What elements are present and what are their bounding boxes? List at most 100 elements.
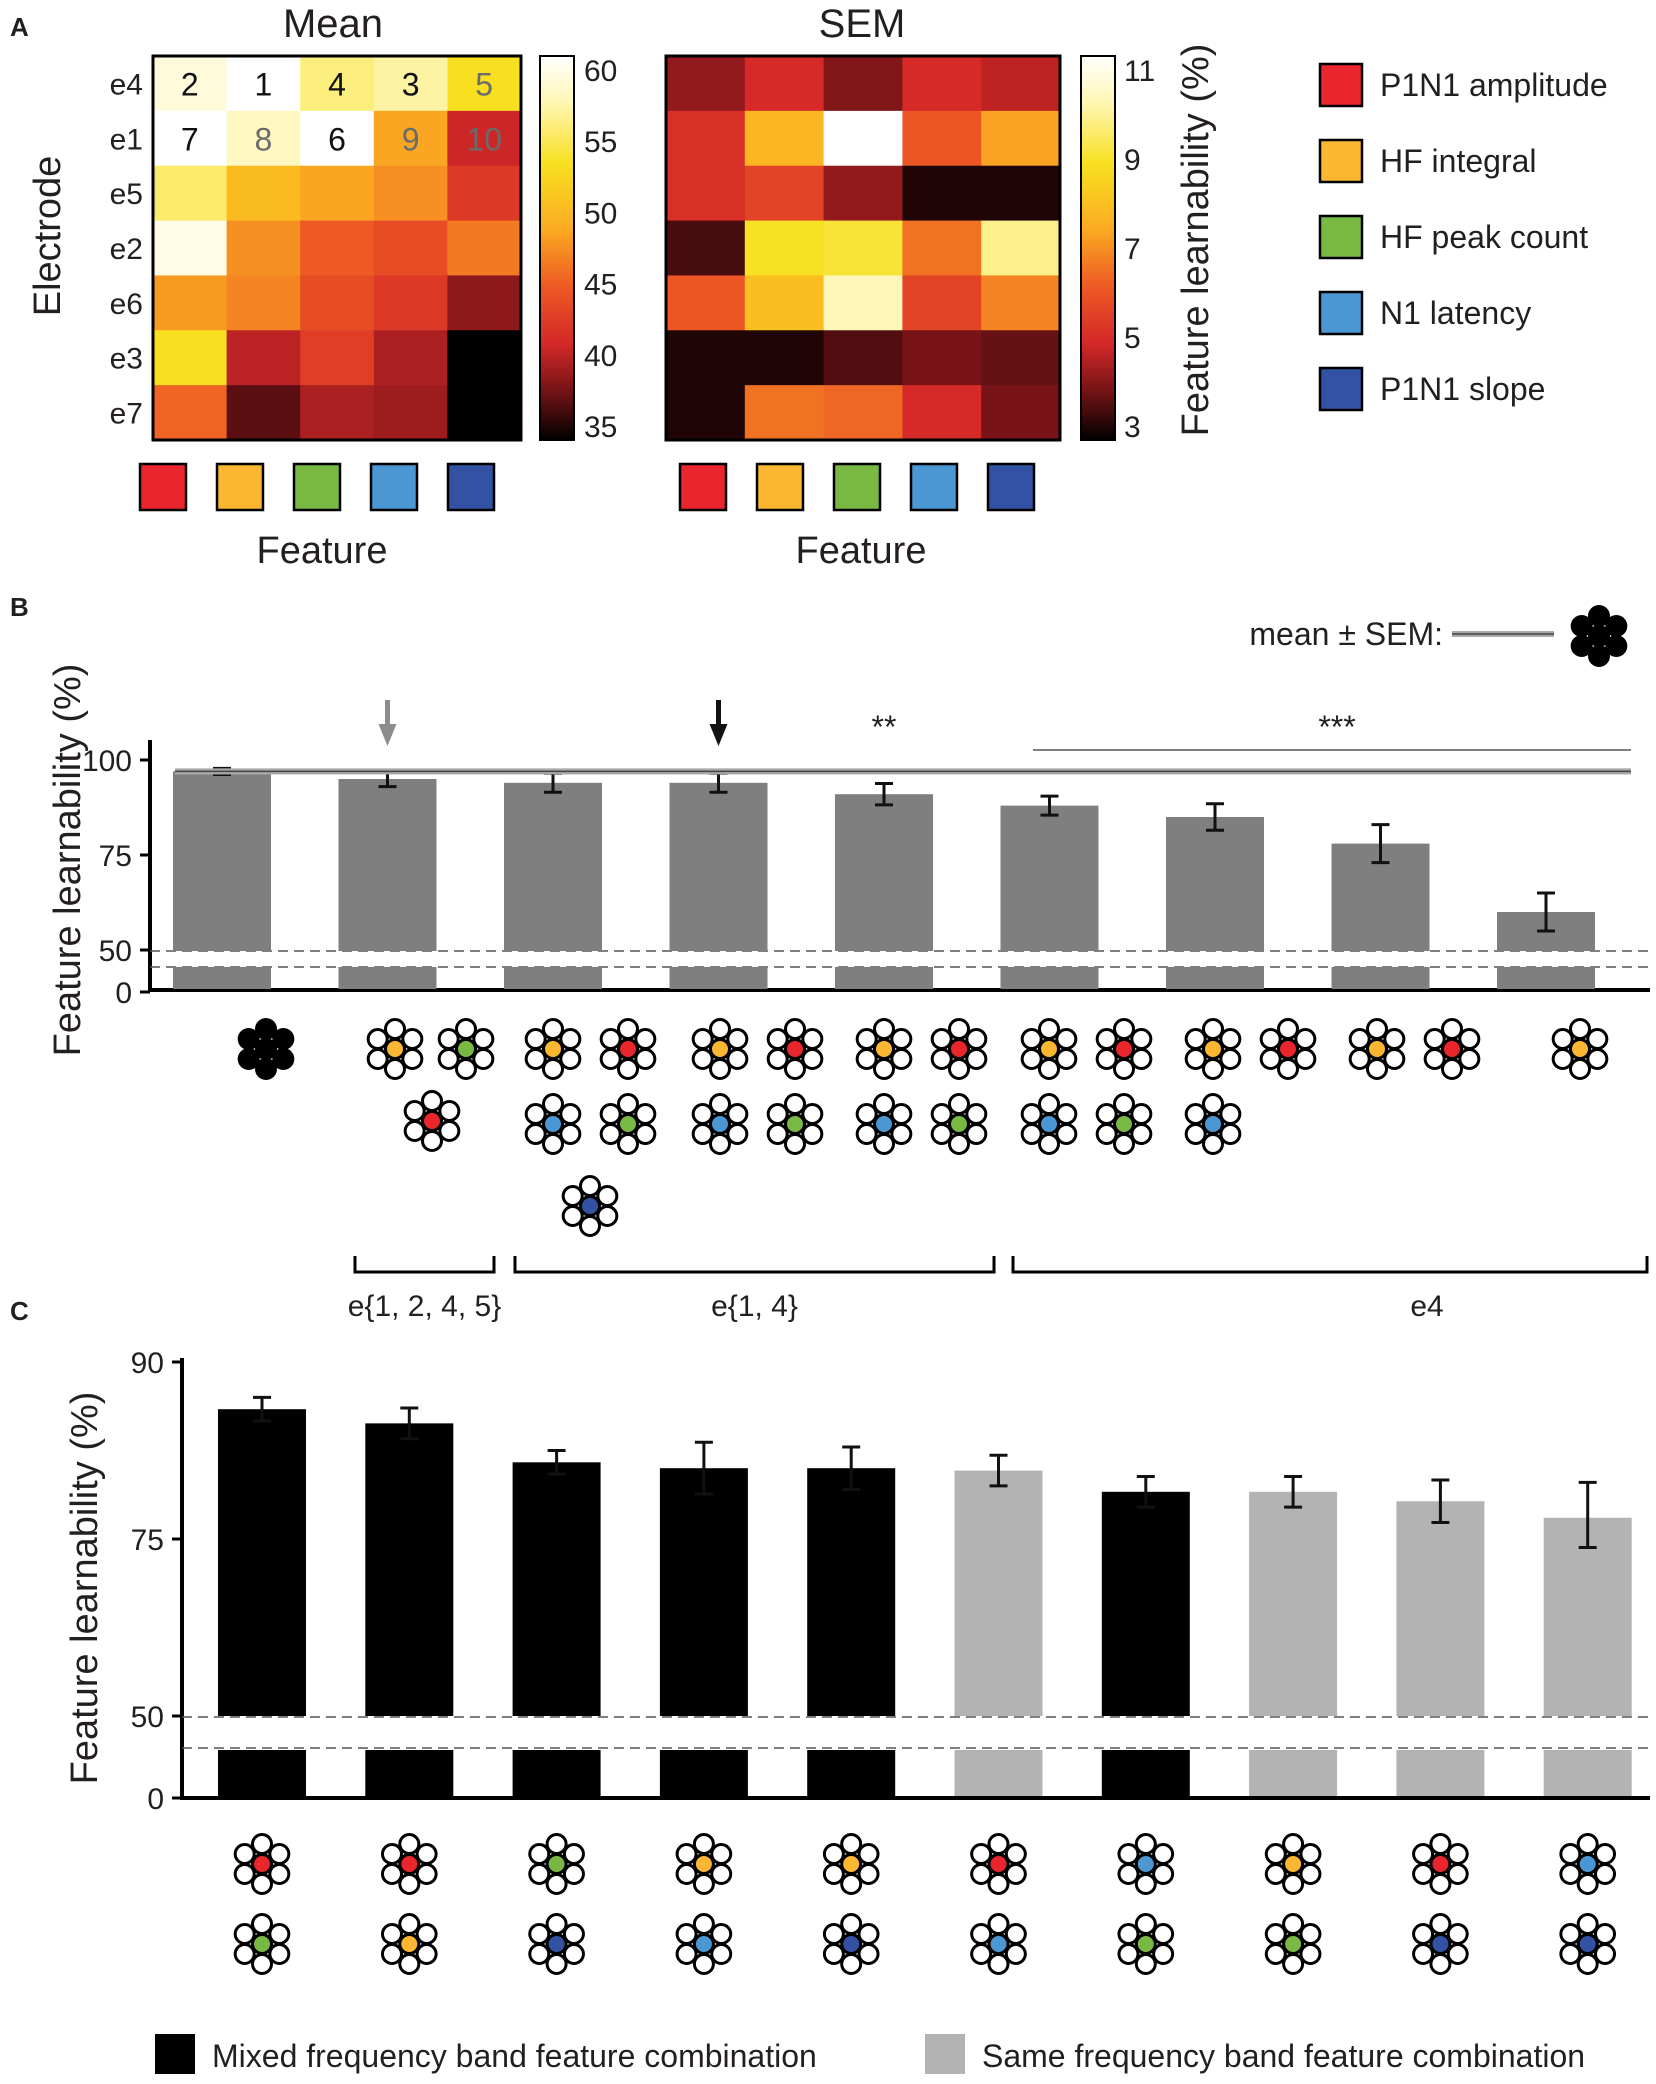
electrode-dot xyxy=(1429,1833,1452,1855)
electrode-dot-filled xyxy=(1113,1113,1135,1135)
electrode-dot xyxy=(965,1123,988,1145)
mean-colorbar-tick: 40 xyxy=(584,340,617,373)
electrode-dot xyxy=(1594,1923,1617,1945)
mean-cell-e3-2 xyxy=(226,330,301,386)
electrode-dot xyxy=(415,1943,438,1965)
electrode-label-e4: e4 xyxy=(110,68,143,101)
electrode-dot-filled xyxy=(1277,1038,1299,1060)
panel-a-label: A xyxy=(10,12,29,42)
panel-c: C Feature learnability (%) 90 75 50 0 Mixed… xyxy=(10,1296,1650,2074)
electrode-dot-filled xyxy=(1429,1853,1452,1875)
electrode-dot xyxy=(675,1943,698,1965)
electrode-dot-filled xyxy=(948,1113,970,1135)
sem-cell-e4-1 xyxy=(666,56,746,112)
rosette-p1n1-amplitude xyxy=(930,1018,988,1080)
bar-b-base-1 xyxy=(338,967,437,989)
electrode-label-e6: e6 xyxy=(110,288,143,321)
electrode-dot xyxy=(1559,1923,1582,1945)
electrode-dot xyxy=(528,1943,551,1965)
rosette-n1-latency xyxy=(524,1093,582,1155)
mean-colorbar-ticks: 60 55 50 45 40 35 xyxy=(584,55,617,444)
mean-cell-e6-3 xyxy=(300,275,375,331)
electrode-dot xyxy=(930,1123,953,1145)
feature-swatch-n1-latency xyxy=(909,462,959,512)
electrode-dot xyxy=(1130,1028,1153,1050)
panel-c-feature-pairs xyxy=(233,1833,1617,1975)
electrode-dot xyxy=(784,1093,806,1115)
rosette-hf-integral xyxy=(675,1833,733,1895)
electrode-dot xyxy=(528,1843,551,1865)
electrode-dot-filled xyxy=(1588,605,1610,627)
panel-b-y-axis-label: Feature learnability (%) xyxy=(47,664,89,1057)
electrode-dot xyxy=(691,1048,714,1070)
panel-b-y-tick-label: 100 xyxy=(82,745,132,778)
electrode-dot xyxy=(1412,1843,1435,1865)
electrode-dot xyxy=(1551,1028,1574,1050)
electrode-dot xyxy=(634,1028,657,1050)
bar-b-3 xyxy=(669,782,768,951)
electrode-dot xyxy=(617,1058,639,1080)
electrode-dot xyxy=(1299,1843,1322,1865)
electrode-dot xyxy=(1446,1843,1469,1865)
bar-b-1 xyxy=(338,779,437,951)
electrode-dot-filled xyxy=(1588,645,1610,667)
electrode-dot xyxy=(1594,1843,1617,1865)
sem-cell-e6-4 xyxy=(902,275,982,331)
panel-b: B Feature learnability (%) mean ± SEM: 1… xyxy=(10,592,1650,1323)
significance-label: ** xyxy=(872,709,897,745)
rosette-hf-peak-count xyxy=(930,1093,988,1155)
sem-cell-e6-3 xyxy=(823,275,903,331)
electrode-dot-filled xyxy=(1576,1933,1599,1955)
electrode-dot xyxy=(1299,1923,1322,1945)
bar-b-base-5 xyxy=(1000,967,1099,989)
rosette-hf-peak-count xyxy=(437,1018,495,1080)
bar-c-1 xyxy=(365,1423,454,1716)
electrode-dot xyxy=(709,1133,731,1155)
electrode-dot-filled xyxy=(1282,1853,1305,1875)
electrode-dot xyxy=(987,1833,1010,1855)
electrode-set-label: e{1, 2, 4, 5} xyxy=(348,1290,501,1323)
feature-swatch-n1-latency xyxy=(369,462,419,512)
electrode-dot-filled xyxy=(617,1113,639,1135)
electrode-dot xyxy=(233,1863,256,1885)
electrode-dot xyxy=(801,1028,824,1050)
mean-cell-e2-5 xyxy=(447,220,522,276)
feature-swatch-hf-peak-count xyxy=(292,462,342,512)
sem-colorbar-tick: 7 xyxy=(1124,233,1141,266)
mean-heatmap: Mean Electrode e4 e1 e5 e2 e6 e3 e7 2 1 4 3 5 7 8 6 9 1… xyxy=(27,2,523,572)
rosette-all-electrodes xyxy=(237,1018,295,1080)
electrode-dot xyxy=(524,1123,547,1145)
electrode-dot xyxy=(1586,1028,1609,1050)
sem-cell-e3-4 xyxy=(902,330,982,386)
bar-c-base-4 xyxy=(807,1750,896,1796)
rosette-hf-peak-count xyxy=(1264,1913,1322,1975)
rosette-hf-integral xyxy=(822,1833,880,1895)
legend-label: P1N1 amplitude xyxy=(1380,67,1608,103)
electrode-dot xyxy=(1441,1018,1463,1040)
sem-cell-e3-5 xyxy=(981,330,1061,386)
electrode-dot xyxy=(545,1833,568,1855)
feature-swatch-hf-peak-count xyxy=(832,462,882,512)
electrode-dot-filled xyxy=(237,1048,260,1070)
rosette-p1n1-amplitude xyxy=(403,1090,461,1152)
bar-c-base-6 xyxy=(1101,1750,1190,1796)
electrode-dot-filled xyxy=(1134,1933,1157,1955)
electrode-dot xyxy=(617,1133,639,1155)
electrode-dot-filled xyxy=(709,1038,731,1060)
electrode-dot xyxy=(1559,1843,1582,1865)
electrode-dot xyxy=(855,1028,878,1050)
sem-cell-e3-2 xyxy=(744,330,825,386)
electrode-dot xyxy=(1038,1018,1060,1040)
electrode-dot-filled xyxy=(455,1038,477,1060)
electrode-dot-filled xyxy=(1576,1853,1599,1875)
electrode-dot xyxy=(709,1018,731,1040)
electrode-set-brackets: e{1, 2, 4, 5} e{1, 4} e4 xyxy=(348,1256,1649,1323)
electrode-dot xyxy=(455,1058,477,1080)
sem-cell-e4-3 xyxy=(823,56,903,112)
electrode-dot-filled xyxy=(545,1933,568,1955)
electrode-dot-filled xyxy=(617,1038,639,1060)
electrode-dot-filled xyxy=(1134,1853,1157,1875)
mean-cell-e5-3 xyxy=(300,165,375,222)
electrode-dot xyxy=(1117,1943,1140,1965)
electrode-dot-filled xyxy=(1429,1933,1452,1955)
